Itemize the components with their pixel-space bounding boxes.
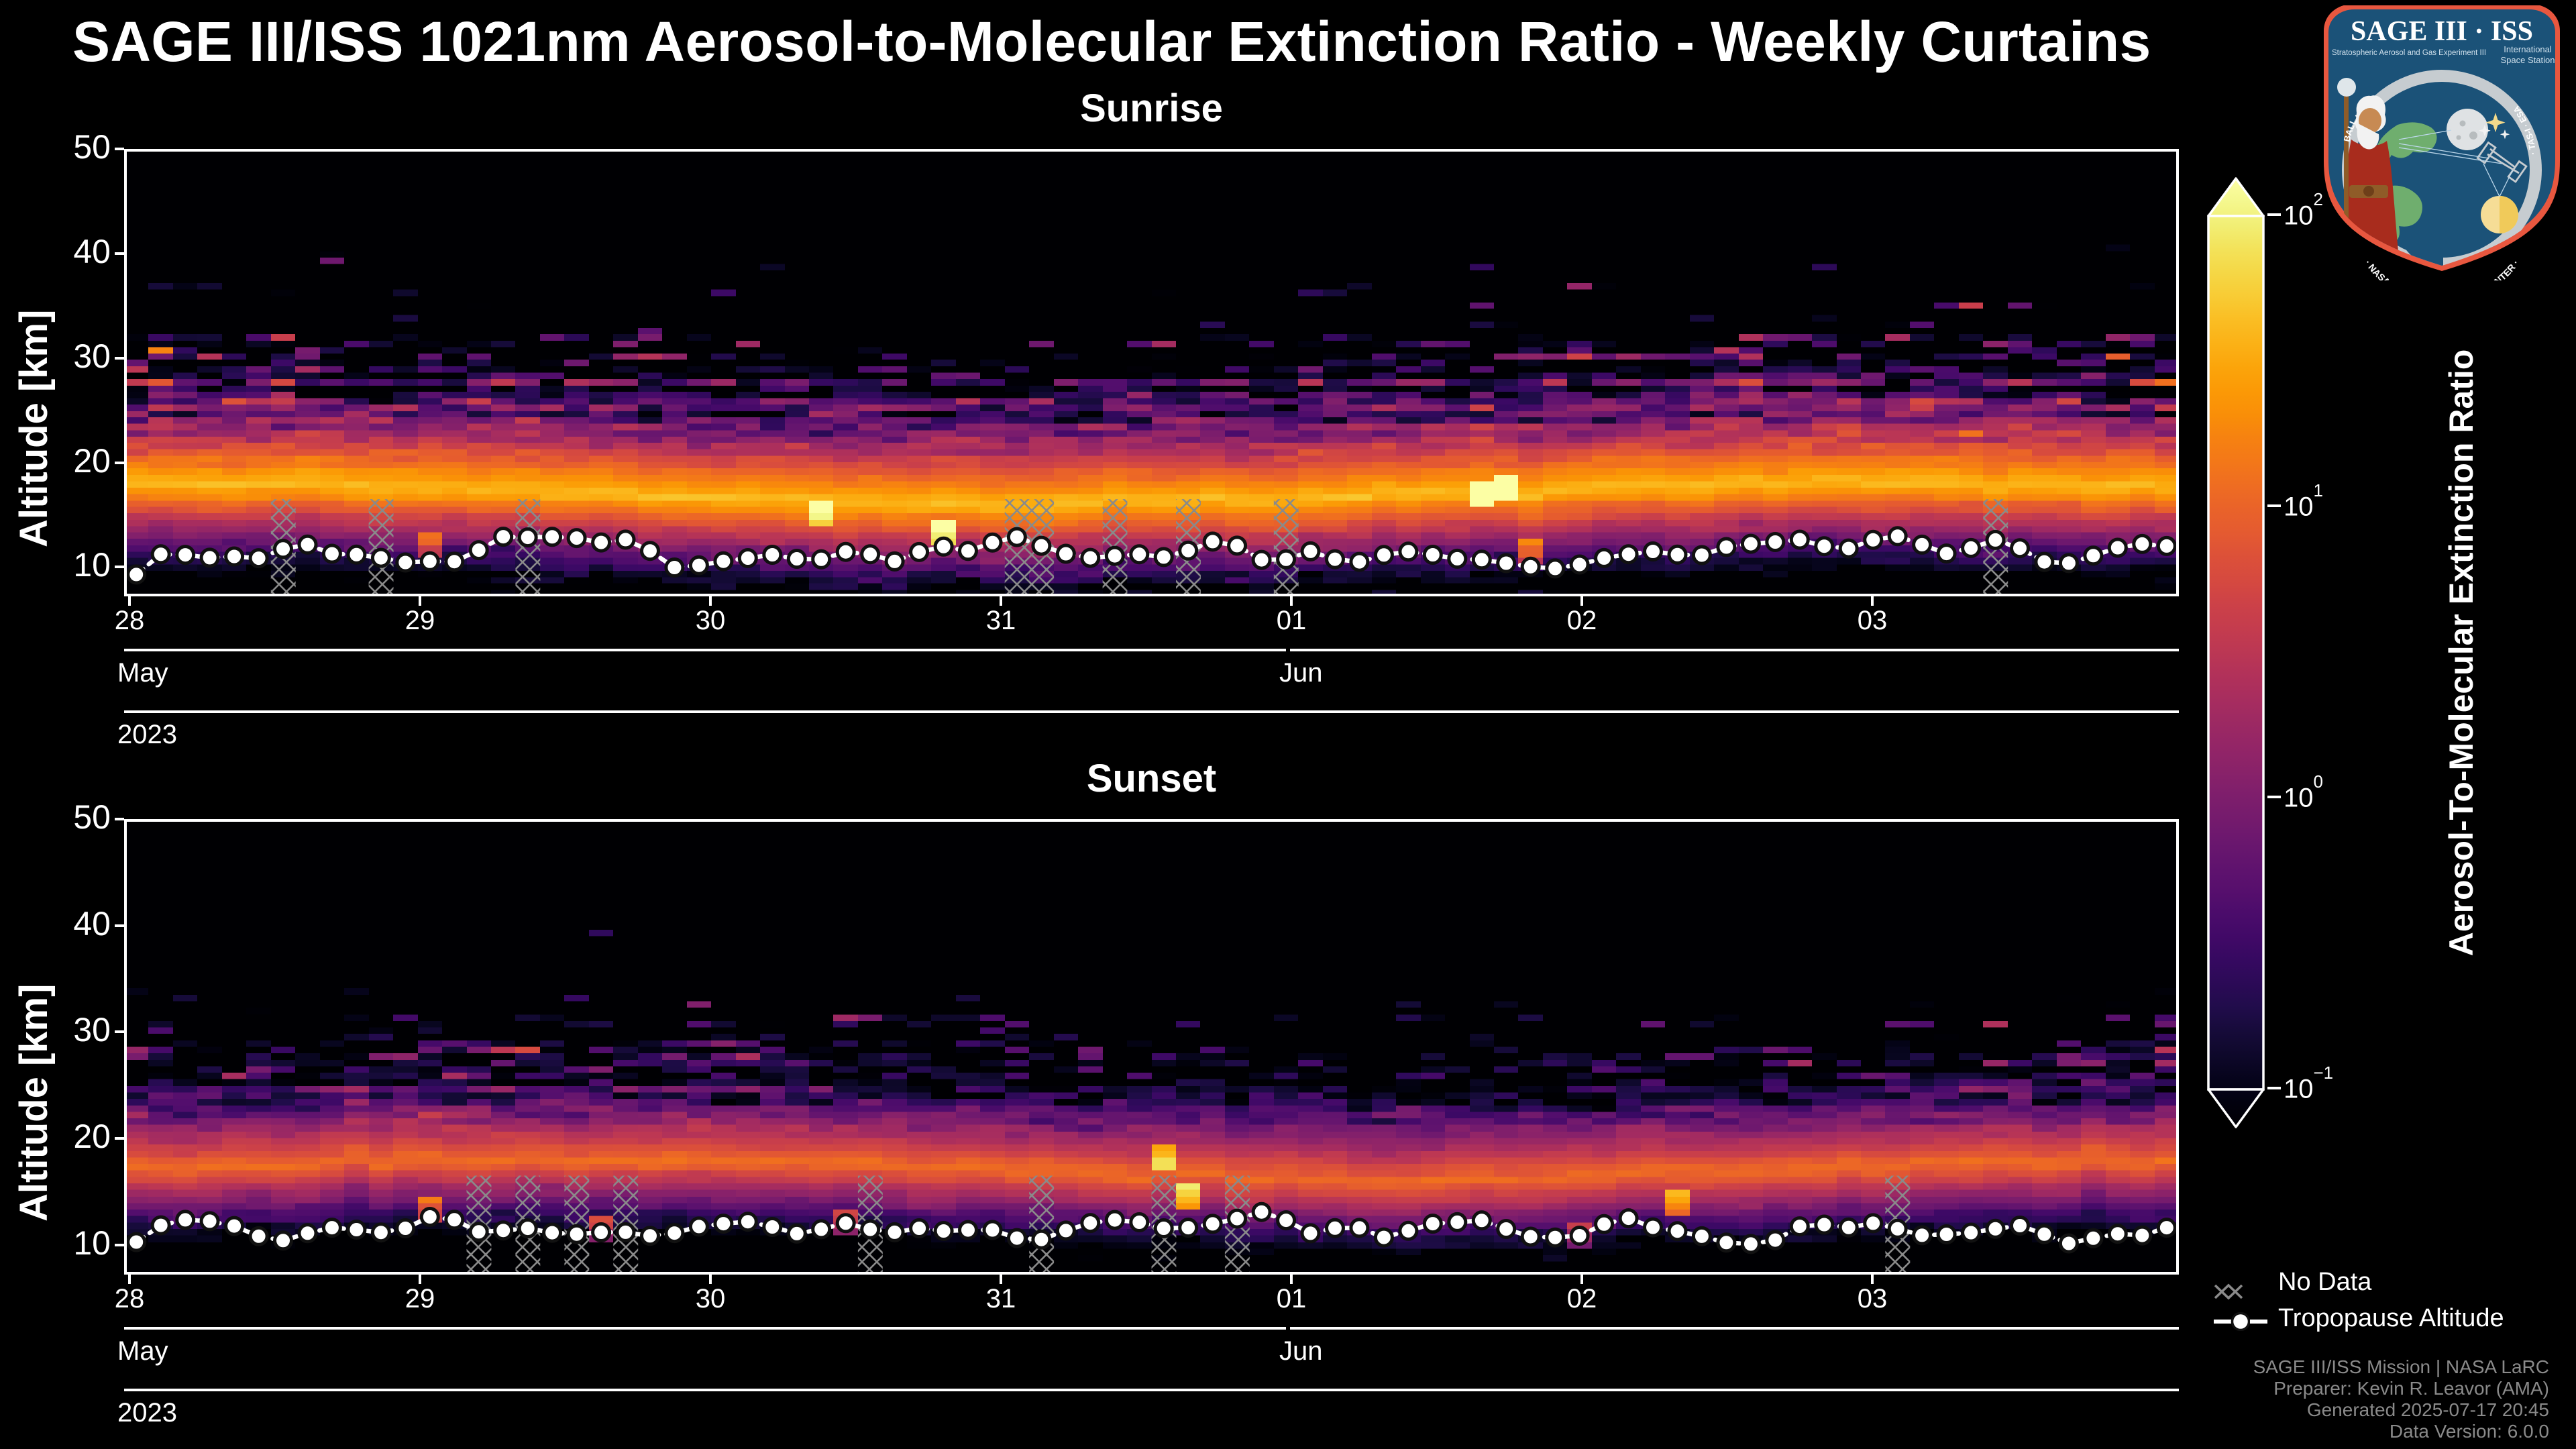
svg-text:Space Station: Space Station — [2501, 55, 2555, 65]
svg-text:Stratospheric Aerosol and Gas: Stratospheric Aerosol and Gas Experiment… — [2332, 49, 2486, 57]
svg-text:International: International — [2504, 44, 2552, 54]
svg-text:SAGE III · ISS: SAGE III · ISS — [2351, 16, 2533, 47]
